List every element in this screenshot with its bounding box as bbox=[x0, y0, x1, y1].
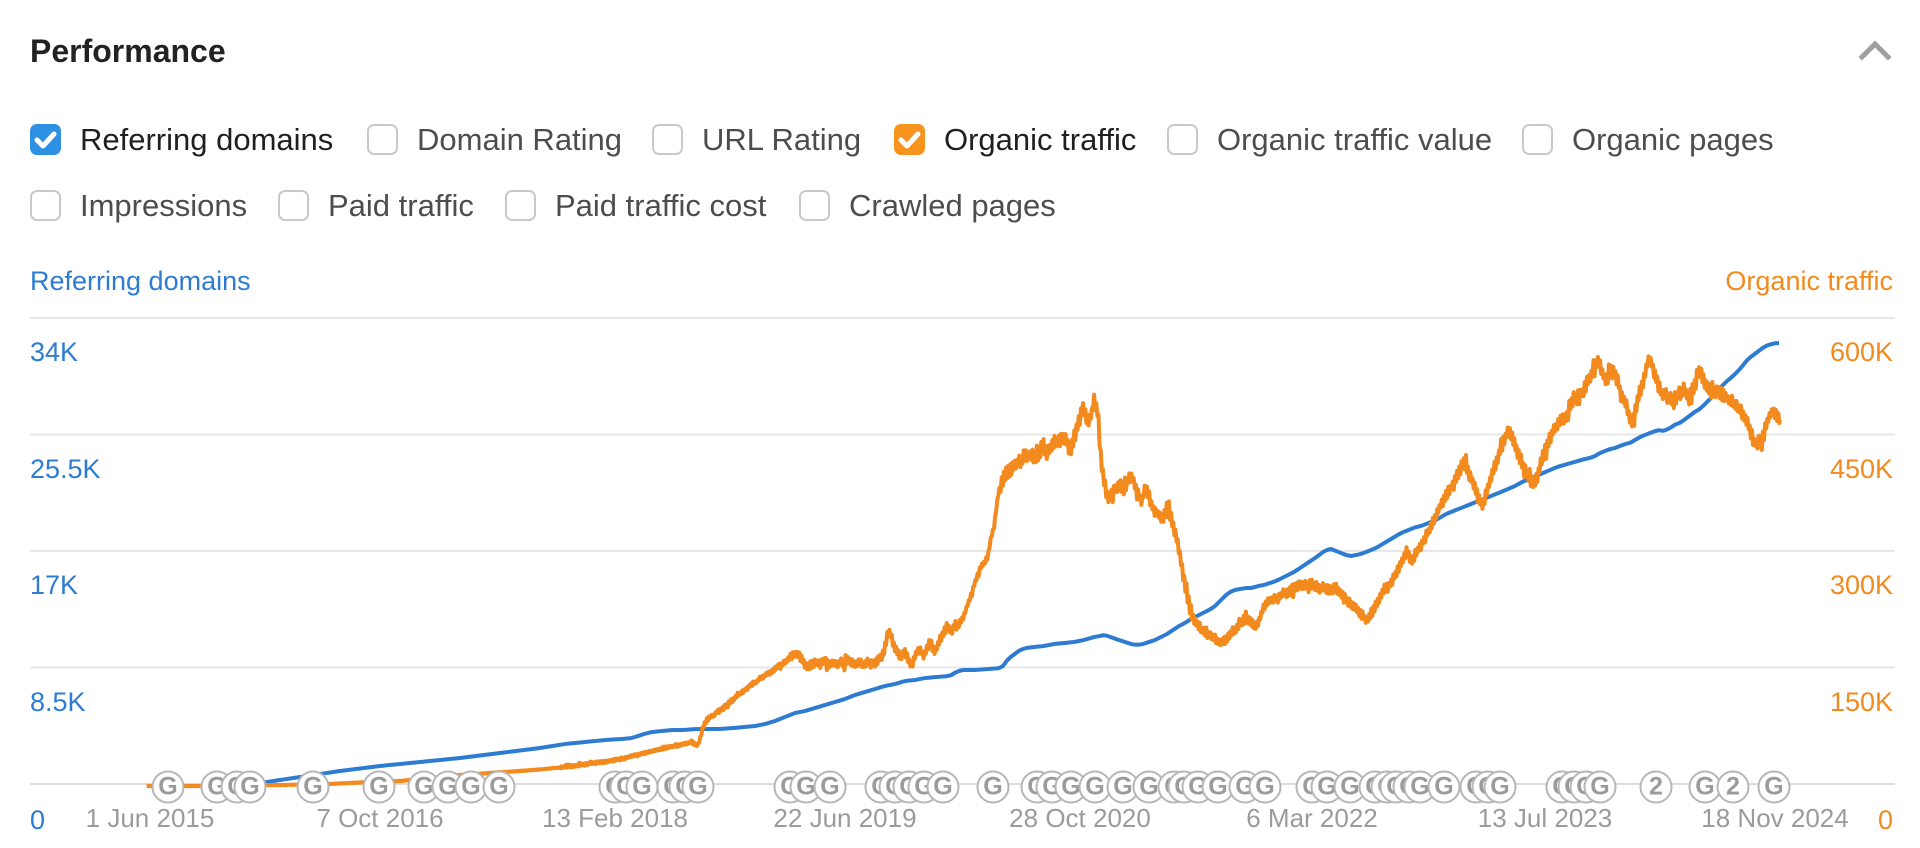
svg-text:G: G bbox=[438, 773, 457, 801]
svg-text:2: 2 bbox=[1726, 773, 1740, 801]
svg-text:G: G bbox=[820, 773, 839, 801]
svg-text:G: G bbox=[688, 773, 707, 801]
svg-text:G: G bbox=[158, 773, 177, 801]
svg-text:G: G bbox=[1410, 773, 1429, 801]
svg-text:G: G bbox=[983, 773, 1002, 801]
svg-text:G: G bbox=[1085, 773, 1104, 801]
svg-text:2: 2 bbox=[1649, 773, 1663, 801]
svg-text:G: G bbox=[1255, 773, 1274, 801]
svg-text:G: G bbox=[1340, 773, 1359, 801]
svg-text:G: G bbox=[796, 773, 815, 801]
svg-text:G: G bbox=[1208, 773, 1227, 801]
svg-text:G: G bbox=[1695, 773, 1714, 801]
svg-text:G: G bbox=[414, 773, 433, 801]
svg-text:G: G bbox=[1434, 773, 1453, 801]
svg-text:G: G bbox=[1317, 773, 1336, 801]
svg-text:G: G bbox=[1139, 773, 1158, 801]
svg-text:G: G bbox=[1590, 773, 1609, 801]
svg-text:G: G bbox=[1113, 773, 1132, 801]
svg-text:G: G bbox=[240, 773, 259, 801]
svg-text:G: G bbox=[303, 773, 322, 801]
svg-text:G: G bbox=[369, 773, 388, 801]
svg-text:G: G bbox=[1061, 773, 1080, 801]
svg-text:G: G bbox=[1764, 773, 1783, 801]
svg-text:G: G bbox=[461, 773, 480, 801]
svg-text:G: G bbox=[489, 773, 508, 801]
svg-text:G: G bbox=[1490, 773, 1509, 801]
svg-text:G: G bbox=[933, 773, 952, 801]
svg-text:G: G bbox=[632, 773, 651, 801]
